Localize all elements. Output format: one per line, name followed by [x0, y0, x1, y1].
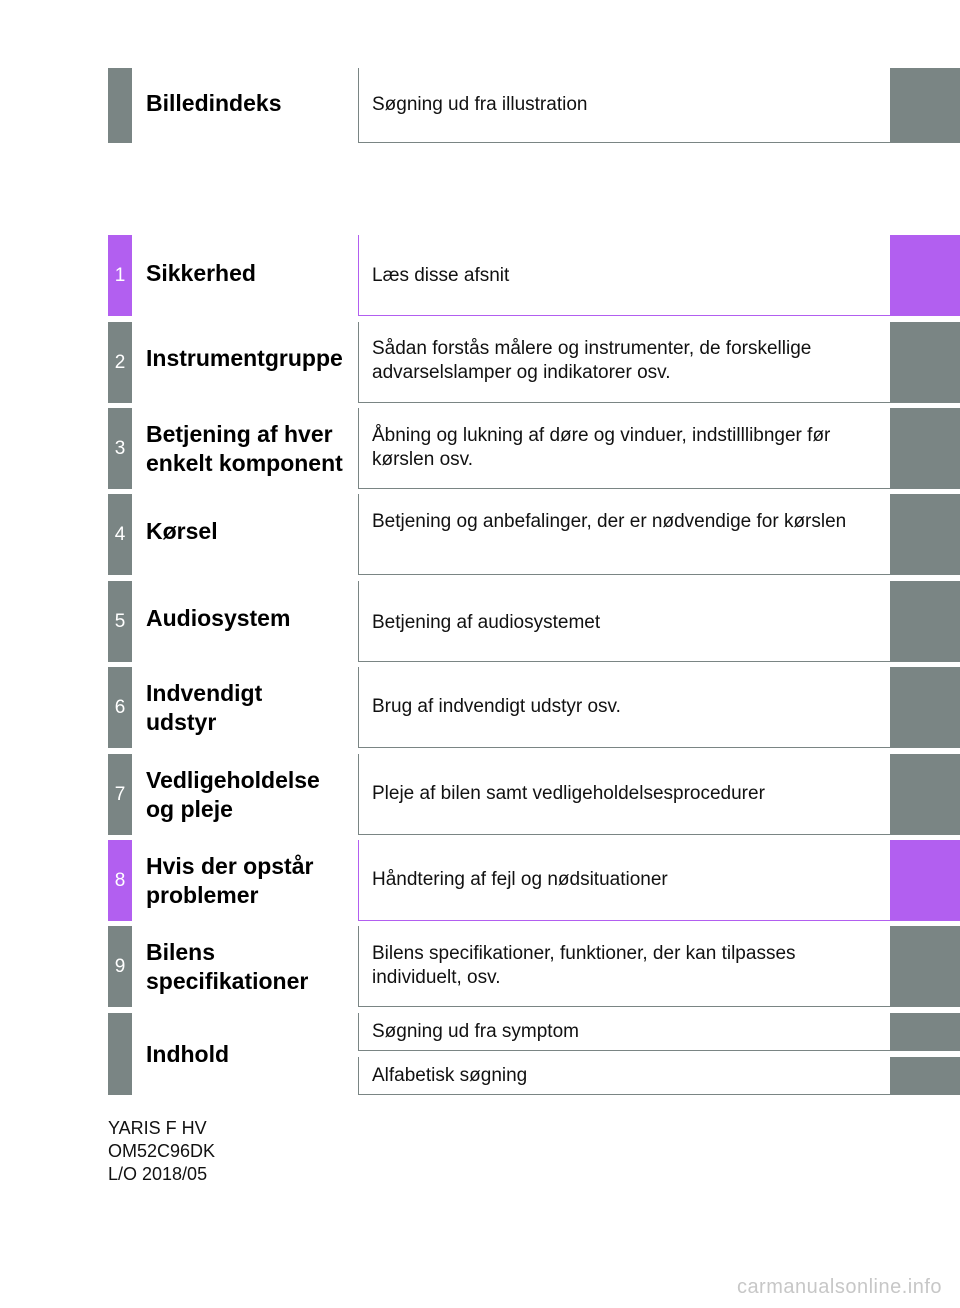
contents-title: Indhold — [146, 1040, 230, 1067]
chapter-row-7[interactable]: 7 Vedligeholdelse og pleje Pleje af bile… — [108, 754, 960, 835]
chapter-row-2[interactable]: 2 Instrumentgruppe Sådan forstås målere … — [108, 322, 960, 403]
chapter-title-4: Kørsel — [146, 518, 218, 544]
chapter-title-3: Betjening af hver enkelt komponent — [146, 420, 343, 476]
chapter-title-1: Sikkerhed — [146, 260, 256, 286]
picture-index-row[interactable]: Billedindeks Søgning ud fra illustration — [108, 68, 960, 143]
chapter-description-3: Åbning og lukning af døre og vinduer, in… — [358, 408, 890, 489]
chapter-title-6: Indvendigt udstyr — [146, 679, 263, 735]
document-footer: YARIS F HV OM52C96DK L/O 2018/05 — [108, 1117, 215, 1186]
chapter-edge-tab-8[interactable] — [890, 840, 960, 921]
chapter-number-8: 8 — [108, 840, 132, 921]
chapter-number-2: 2 — [108, 322, 132, 403]
alphabetic-search-link[interactable]: Alfabetisk søgning — [358, 1057, 890, 1095]
chapter-edge-tab-9[interactable] — [890, 926, 960, 1007]
watermark-text: carmanualsonline.info — [736, 1276, 942, 1298]
chapter-description-7: Pleje af bilen samt vedligeholdelsesproc… — [358, 754, 890, 835]
chapter-row-4[interactable]: 4 Kørsel Betjening og anbefalinger, der … — [108, 494, 960, 575]
chapter-description-4: Betjening og anbefalinger, der er nødven… — [358, 494, 890, 575]
picture-index-description: Søgning ud fra illustration — [358, 68, 890, 143]
chapter-row-6[interactable]: 6 Indvendigt udstyr Brug af indvendigt u… — [108, 667, 960, 748]
chapter-title-7: Vedligeholdelse og pleje — [146, 766, 320, 822]
chapter-description-6: Brug af indvendigt udstyr osv. — [358, 667, 890, 748]
chapter-description-5: Betjening af audiosystemet — [358, 581, 890, 662]
chapter-edge-tab-7[interactable] — [890, 754, 960, 835]
chapter-title-5: Audiosystem — [146, 605, 291, 631]
search-symptom-link[interactable]: Søgning ud fra symptom — [358, 1013, 890, 1051]
picture-index-edge-tab[interactable] — [890, 68, 960, 143]
chapter-row-8[interactable]: 8 Hvis der opstår problemer Håndtering a… — [108, 840, 960, 921]
search-symptom-edge-tab[interactable] — [890, 1013, 960, 1051]
footer-code: OM52C96DK — [108, 1141, 216, 1161]
contents-row: Indhold Søgning ud fra symptom Alfabetis… — [108, 1013, 960, 1095]
alphabetic-search-edge-tab[interactable] — [890, 1057, 960, 1095]
chapter-title-9: Bilens specifikationer — [146, 938, 309, 994]
chapter-description-9: Bilens specifikationer, funktioner, der … — [358, 926, 890, 1007]
chapter-row-1[interactable]: 1 Sikkerhed Læs disse afsnit — [108, 235, 960, 316]
chapter-title-8: Hvis der opstår problemer — [146, 852, 314, 908]
chapter-edge-tab-1[interactable] — [890, 235, 960, 316]
contents-tab — [108, 1013, 132, 1095]
picture-index-title: Billedindeks — [146, 90, 282, 116]
chapter-number-4: 4 — [108, 494, 132, 575]
chapter-description-8: Håndtering af fejl og nødsituationer — [358, 840, 890, 921]
chapter-number-7: 7 — [108, 754, 132, 835]
chapter-edge-tab-3[interactable] — [890, 408, 960, 489]
chapter-edge-tab-4[interactable] — [890, 494, 960, 575]
chapter-title-2: Instrumentgruppe — [146, 345, 343, 371]
chapter-edge-tab-6[interactable] — [890, 667, 960, 748]
picture-index-tab — [108, 68, 132, 143]
footer-date: L/O 2018/05 — [108, 1164, 208, 1184]
chapter-description-1: Læs disse afsnit — [358, 235, 890, 316]
chapter-number-5: 5 — [108, 581, 132, 662]
chapter-row-3[interactable]: 3 Betjening af hver enkelt komponent Åbn… — [108, 408, 960, 489]
chapter-number-6: 6 — [108, 667, 132, 748]
chapter-row-9[interactable]: 9 Bilens specifikationer Bilens specifik… — [108, 926, 960, 1007]
footer-model: YARIS F HV — [108, 1118, 207, 1138]
chapter-number-1: 1 — [108, 235, 132, 316]
chapter-number-3: 3 — [108, 408, 132, 489]
chapter-edge-tab-5[interactable] — [890, 581, 960, 662]
chapter-number-9: 9 — [108, 926, 132, 1007]
chapter-description-2: Sådan forstås målere og instrumenter, de… — [358, 322, 890, 403]
chapter-row-5[interactable]: 5 Audiosystem Betjening af audiosystemet — [108, 581, 960, 662]
chapter-edge-tab-2[interactable] — [890, 322, 960, 403]
